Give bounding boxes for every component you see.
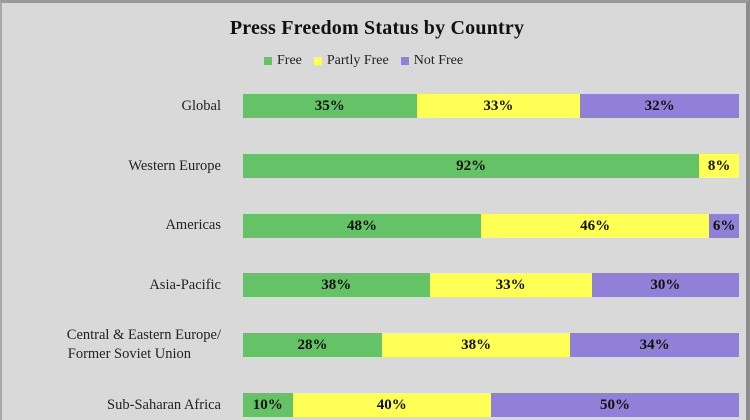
category-label-global: Global bbox=[182, 97, 221, 116]
category-label-line: Former Soviet Union bbox=[67, 346, 191, 362]
bar-segment-not-free: 30% bbox=[591, 273, 739, 297]
bar-segment-not-free: 34% bbox=[570, 333, 739, 357]
bar-segment-partly-free: 38% bbox=[381, 333, 571, 357]
category-label-line: Sub-Saharan Africa bbox=[107, 397, 221, 413]
bar-segment-partly-free: 33% bbox=[416, 94, 581, 118]
category-label-sub-saharan-africa: Sub-Saharan Africa bbox=[107, 396, 221, 415]
chart-title: Press Freedom Status by Country bbox=[229, 17, 525, 39]
category-label-line: Central & Eastern Europe/ bbox=[66, 327, 221, 343]
bar-western-europe: 92% 8% bbox=[243, 154, 739, 178]
legend-swatch-partly-free-icon bbox=[313, 57, 322, 65]
bar-segment-partly-free: 46% bbox=[481, 214, 710, 238]
category-label-line: Western Europe bbox=[128, 158, 221, 174]
bar-segment-free: 92% bbox=[243, 154, 700, 178]
bar-segment-partly-free: 8% bbox=[699, 154, 739, 178]
category-label-asia-pacific: Asia-Pacific bbox=[149, 276, 221, 295]
legend-swatch-not-free-icon bbox=[400, 57, 409, 65]
legend-label-free: Free bbox=[277, 53, 302, 68]
legend-item-not-free: Not Free bbox=[400, 53, 464, 69]
bar-sub-saharan-africa: 10% 40% 50% bbox=[243, 393, 739, 417]
bar-segment-not-free: 6% bbox=[709, 214, 739, 238]
category-label-americas: Americas bbox=[165, 216, 221, 235]
chart-legend: Free Partly Free Not Free bbox=[264, 52, 475, 70]
bar-asia-pacific: 38% 33% 30% bbox=[243, 273, 739, 297]
bar-global: 35% 33% 32% bbox=[243, 94, 739, 118]
category-label-line: Americas bbox=[165, 217, 221, 233]
legend-item-free: Free bbox=[264, 53, 302, 69]
legend-label-partly-free: Partly Free bbox=[326, 53, 389, 68]
legend-label-not-free: Not Free bbox=[413, 53, 464, 68]
bar-segment-not-free: 50% bbox=[490, 393, 739, 417]
bar-segment-free: 38% bbox=[243, 273, 430, 297]
legend-swatch-free-icon bbox=[264, 57, 272, 65]
bar-segment-partly-free: 33% bbox=[429, 273, 592, 297]
bar-segment-free: 48% bbox=[243, 214, 482, 238]
bar-segment-partly-free: 40% bbox=[292, 393, 491, 417]
bar-segment-not-free: 32% bbox=[580, 94, 739, 118]
bar-cee-fsu: 28% 38% 34% bbox=[243, 333, 739, 357]
category-label-line: Global bbox=[181, 98, 221, 114]
bar-segment-free: 10% bbox=[243, 393, 293, 417]
bar-segment-free: 28% bbox=[243, 333, 382, 357]
category-label-line: Asia-Pacific bbox=[149, 277, 221, 293]
legend-item-partly-free: Partly Free bbox=[313, 53, 389, 69]
category-label-western-europe: Western Europe bbox=[128, 157, 221, 176]
bar-americas: 48% 46% 6% bbox=[243, 214, 739, 238]
category-label-cee-fsu: Central & Eastern Europe/ Former Soviet … bbox=[67, 326, 221, 364]
bar-segment-free: 35% bbox=[243, 94, 417, 118]
